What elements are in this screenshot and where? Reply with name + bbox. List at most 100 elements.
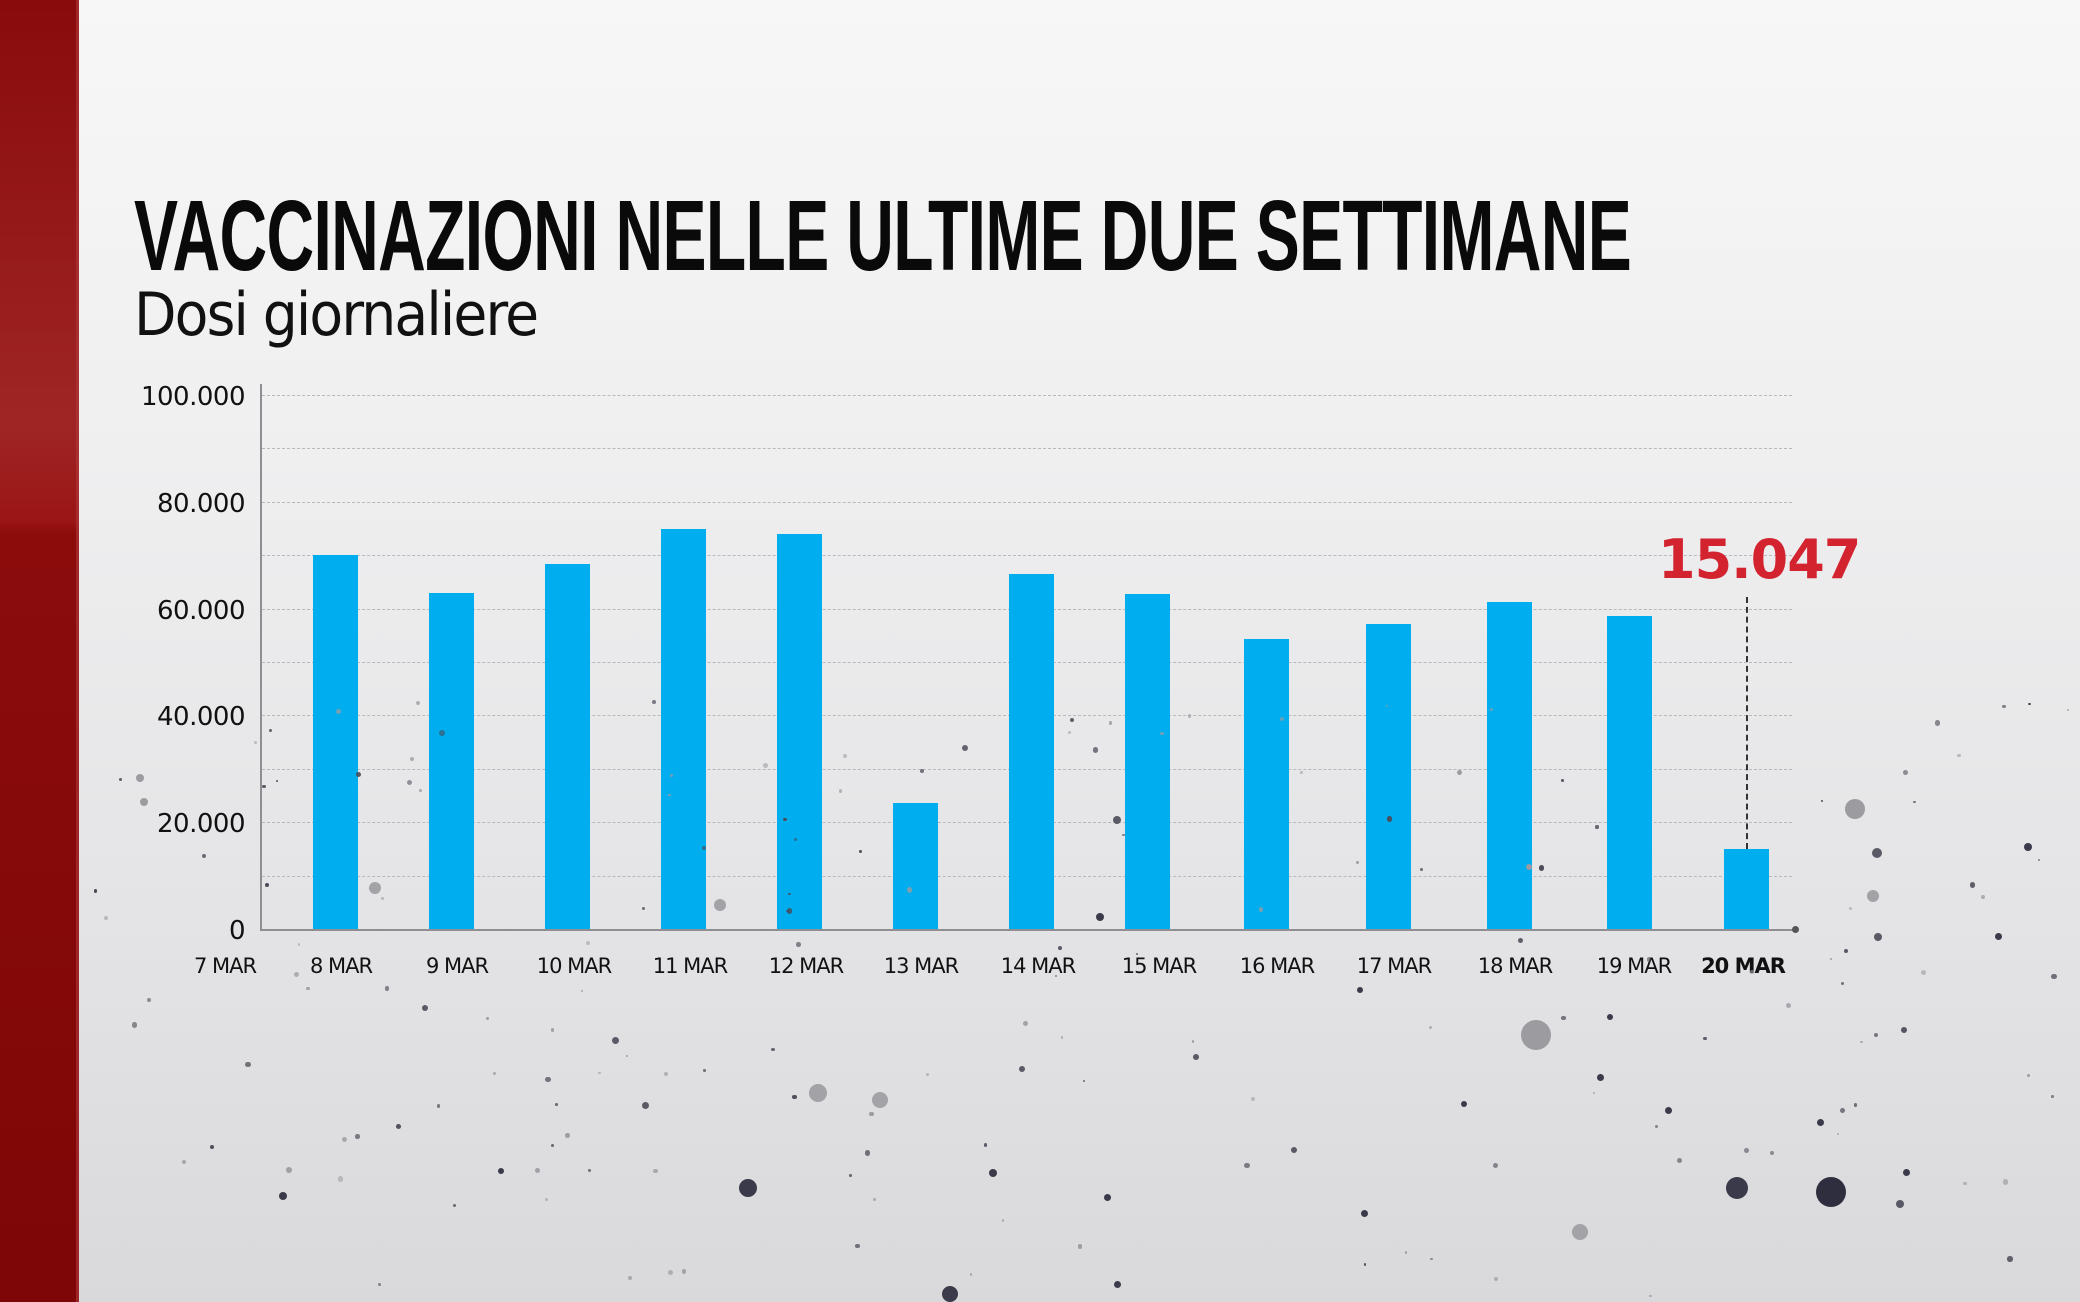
particle-dot bbox=[641, 1101, 649, 1109]
particle-speck bbox=[849, 1174, 852, 1178]
particle-dot bbox=[1816, 1118, 1824, 1126]
y-tick-label: 20.000 bbox=[157, 809, 245, 839]
particle-speck bbox=[535, 1168, 541, 1173]
particle-speck bbox=[663, 1071, 668, 1076]
particle-speck bbox=[1853, 1103, 1858, 1107]
particle-speck bbox=[1082, 1079, 1086, 1083]
particle-speck bbox=[381, 897, 384, 900]
particle-speck bbox=[1646, 957, 1652, 963]
particle-speck bbox=[1903, 770, 1908, 776]
particle-speck bbox=[286, 1167, 292, 1174]
particle-speck bbox=[182, 1160, 187, 1165]
particle-dot bbox=[989, 1169, 997, 1177]
particle-speck bbox=[276, 780, 279, 783]
particle-speck bbox=[838, 789, 843, 793]
x-axis-line bbox=[260, 929, 1795, 931]
particle-speck bbox=[794, 838, 798, 842]
strip-highlight-band bbox=[0, 0, 79, 530]
particle-speck bbox=[1187, 714, 1192, 718]
particle-speck bbox=[2051, 973, 2057, 980]
particle-speck bbox=[103, 915, 109, 921]
particle-speck bbox=[407, 780, 413, 786]
particle-dot bbox=[369, 882, 381, 894]
particle-speck bbox=[209, 1144, 214, 1149]
particle-speck bbox=[1592, 1091, 1596, 1095]
particle-speck bbox=[1677, 1158, 1683, 1164]
chart-title: VACCINAZIONI NELLE ULTIME DUE SETTIMANE bbox=[134, 180, 1632, 292]
particle-speck bbox=[1493, 1276, 1499, 1282]
bar-14-mar bbox=[1009, 573, 1054, 929]
particle-speck bbox=[2027, 1073, 2031, 1077]
particle-speck bbox=[1493, 1163, 1498, 1169]
particle-speck bbox=[1457, 769, 1463, 775]
particle-speck bbox=[395, 1124, 401, 1130]
particle-speck bbox=[854, 1243, 860, 1249]
particle-speck bbox=[254, 741, 257, 744]
particle-dot bbox=[1596, 1073, 1604, 1081]
particle-speck bbox=[667, 793, 671, 797]
particle-speck bbox=[1840, 982, 1844, 986]
particle-speck bbox=[1108, 721, 1113, 725]
particle-speck bbox=[919, 768, 925, 774]
particle-dot bbox=[1867, 890, 1879, 902]
particle-dot bbox=[1461, 1101, 1467, 1107]
particle-dot bbox=[1113, 816, 1121, 824]
bar-19-mar bbox=[1607, 615, 1652, 929]
particle-speck bbox=[493, 1072, 496, 1075]
particle-speck bbox=[2037, 858, 2040, 862]
particle-speck bbox=[1430, 1257, 1433, 1261]
particle-speck bbox=[297, 942, 301, 946]
x-tick-label: 17 MAR bbox=[1356, 954, 1432, 978]
particle-speck bbox=[1057, 945, 1062, 950]
particle-speck bbox=[1278, 963, 1283, 968]
particle-dot bbox=[1291, 1147, 1297, 1153]
particle-speck bbox=[118, 777, 123, 782]
particle-speck bbox=[147, 998, 152, 1002]
gridline-70000 bbox=[262, 555, 1792, 556]
bar-17-mar bbox=[1366, 624, 1411, 929]
x-tick-label: 11 MAR bbox=[652, 954, 728, 978]
particle-speck bbox=[268, 728, 273, 733]
particle-speck bbox=[1969, 882, 1976, 888]
x-tick-label: 10 MAR bbox=[536, 954, 612, 978]
particle-speck bbox=[1957, 753, 1961, 758]
particle-speck bbox=[786, 908, 793, 914]
x-tick-label: 15 MAR bbox=[1121, 954, 1197, 978]
particle-speck bbox=[1654, 1124, 1658, 1128]
particle-speck bbox=[1649, 1294, 1652, 1298]
bar-15-mar bbox=[1125, 594, 1170, 929]
callout-value-label: 15.047 bbox=[1658, 528, 1861, 591]
particle-speck bbox=[1258, 907, 1264, 912]
particle-speck bbox=[925, 1073, 929, 1077]
particle-speck bbox=[264, 883, 269, 887]
particle-speck bbox=[336, 709, 342, 715]
particle-speck bbox=[788, 892, 791, 896]
particle-speck bbox=[1061, 1036, 1064, 1039]
particle-speck bbox=[842, 754, 847, 759]
particle-speck bbox=[545, 1076, 551, 1083]
particle-dot bbox=[1874, 933, 1882, 941]
particle-speck bbox=[1525, 864, 1532, 871]
particle-speck bbox=[1743, 1148, 1749, 1154]
y-tick-label: 40.000 bbox=[157, 702, 245, 732]
particle-dot bbox=[1103, 1193, 1111, 1201]
strip-edge bbox=[76, 0, 79, 1302]
particle-speck bbox=[1054, 975, 1057, 978]
particle-speck bbox=[1934, 720, 1941, 726]
particle-speck bbox=[1001, 1219, 1005, 1222]
particle-speck bbox=[961, 745, 968, 752]
particle-speck bbox=[1703, 1036, 1707, 1041]
particle-speck bbox=[795, 942, 801, 947]
callout-leader-line bbox=[1746, 597, 1748, 849]
particle-speck bbox=[864, 1150, 871, 1156]
particle-speck bbox=[703, 1069, 706, 1072]
particle-speck bbox=[1750, 970, 1754, 975]
particle-speck bbox=[1092, 747, 1099, 753]
particle-speck bbox=[1490, 708, 1494, 712]
particle-dot bbox=[1113, 1280, 1121, 1288]
x-tick-label-highlighted: 20 MAR bbox=[1701, 954, 1786, 978]
particle-speck bbox=[586, 941, 591, 946]
particle-dot bbox=[1193, 1054, 1199, 1060]
bar-11-mar bbox=[661, 528, 706, 929]
particle-speck bbox=[1912, 800, 1916, 804]
